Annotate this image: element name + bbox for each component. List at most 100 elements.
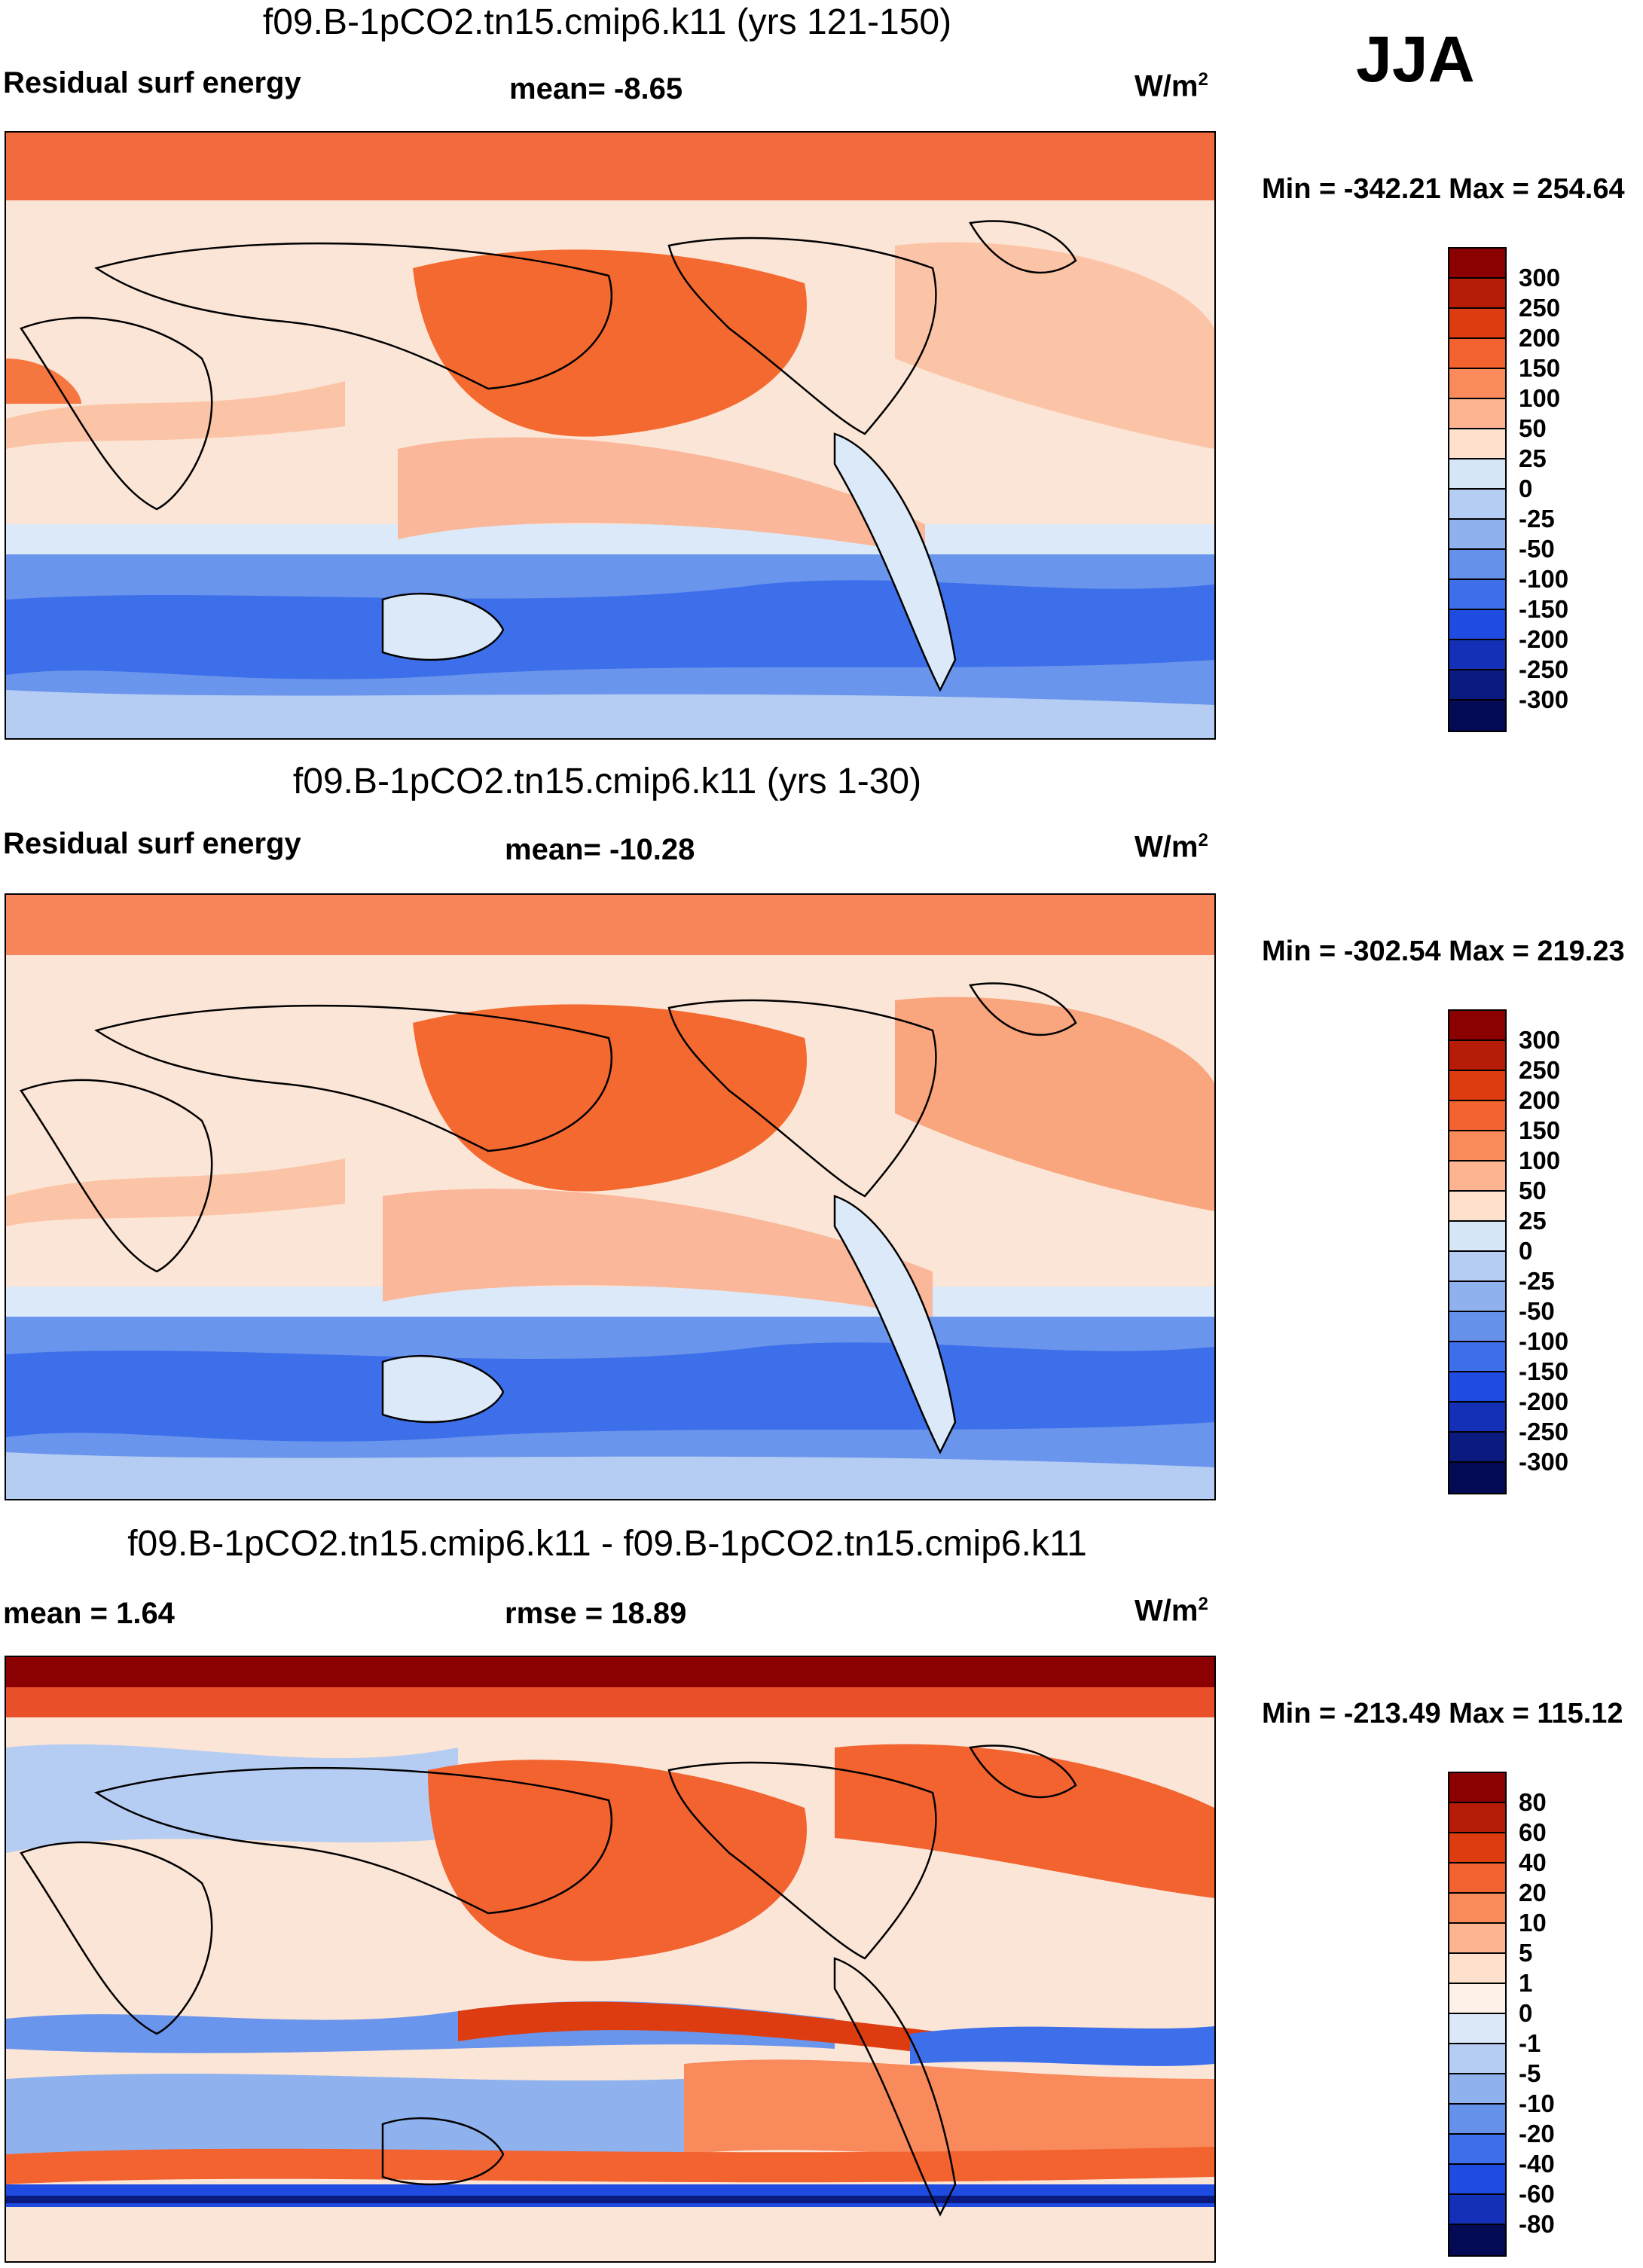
panel-1-colorbar-swatch	[1449, 490, 1505, 520]
panel-1-colorbar-tick: -250	[1519, 655, 1569, 683]
panel-2-minmax: Min = -302.54 Max = 219.23	[1262, 936, 1625, 967]
panel-3-colorbar-tick: 20	[1519, 1879, 1547, 1906]
panel-3-colorbar-tick: -40	[1519, 2150, 1555, 2178]
panel-3-map	[5, 1656, 1216, 2263]
panel-2-map-field	[6, 895, 1214, 1499]
panel-2-title: f09.B-1pCO2.tn15.cmip6.k11 (yrs 1-30)	[292, 762, 922, 801]
panel-3-colorbar-swatch	[1449, 2105, 1505, 2135]
panel-1-colorbar-tick: -100	[1519, 565, 1569, 593]
panel-2-colorbar-tick: 200	[1519, 1086, 1561, 1114]
panel-3-colorbar-tick: -1	[1519, 2029, 1541, 2057]
panel-2-colorbar-swatch	[1449, 1041, 1505, 1071]
panel-1-colorbar-swatch	[1449, 279, 1505, 309]
panel-1-minmax: Min = -342.21 Max = 254.64	[1262, 173, 1625, 205]
panel-2-mean-label: mean= -10.28	[505, 833, 695, 866]
season-label: JJA	[1356, 23, 1475, 96]
panel-1-colorbar-tick: -300	[1519, 685, 1569, 713]
panel-1-title: f09.B-1pCO2.tn15.cmip6.k11 (yrs 121-150)	[262, 2, 952, 42]
panel-2-colorbar-swatch	[1449, 1433, 1505, 1463]
panel-2-map	[5, 893, 1216, 1500]
panel-2-variable-label: Residual surf energy	[3, 827, 301, 860]
panel-2-colorbar-swatch	[1449, 1131, 1505, 1161]
panel-3-colorbar-tick: -5	[1519, 2059, 1541, 2087]
panel-1-colorbar-swatch	[1449, 249, 1505, 279]
panel-2-colorbar-tick: -250	[1519, 1418, 1569, 1445]
panel-1-colorbar-swatch	[1449, 369, 1505, 399]
panel-2-colorbar-tick: -25	[1519, 1267, 1555, 1295]
panel-1-colorbar-swatch	[1449, 459, 1505, 490]
panel-1-colorbar-tick: 150	[1519, 354, 1561, 382]
panel-3-colorbar-tick: 60	[1519, 1818, 1547, 1846]
panel-1-colorbar-swatch	[1449, 339, 1505, 369]
panel-1-variable-label: Residual surf energy	[3, 66, 301, 99]
panel-3-colorbar-swatch	[1449, 1803, 1505, 1833]
panel-3-colorbar-swatch	[1449, 2074, 1505, 2105]
panel-3-colorbar-swatch	[1449, 1773, 1505, 1803]
panel-3-colorbar-tick: 5	[1519, 1939, 1533, 1967]
panel-3-colorbar-swatch	[1449, 2044, 1505, 2074]
panel-3-colorbar-swatch	[1449, 1864, 1505, 1894]
panel-2-colorbar-tick: -50	[1519, 1297, 1555, 1325]
panel-3-colorbar	[1448, 1772, 1507, 2257]
panel-2-colorbar-swatch	[1449, 1071, 1505, 1101]
panel-2-colorbar	[1448, 1009, 1507, 1494]
panel-1-colorbar	[1448, 247, 1507, 732]
panel-1-colorbar-swatch	[1449, 520, 1505, 550]
panel-3-colorbar-swatch	[1449, 1894, 1505, 1924]
panel-1-map-field	[6, 133, 1214, 738]
panel-2-units: W/m2	[1135, 830, 1208, 864]
panel-1-colorbar-tick: 250	[1519, 294, 1561, 322]
panel-3-colorbar-tick: 40	[1519, 1848, 1547, 1876]
panel-1-colorbar-tick: -150	[1519, 595, 1569, 623]
panel-3-colorbar-swatch	[1449, 2225, 1505, 2255]
panel-1-colorbar-swatch	[1449, 580, 1505, 610]
panel-3-rmse-label: rmse = 18.89	[505, 1597, 687, 1630]
panel-3-colorbar-tick: -60	[1519, 2180, 1555, 2208]
panel-2-colorbar-swatch	[1449, 1463, 1505, 1493]
panel-1-colorbar-tick: 25	[1519, 444, 1547, 472]
panel-1-colorbar-swatch	[1449, 309, 1505, 339]
panel-3-colorbar-swatch	[1449, 1833, 1505, 1864]
panel-2-colorbar-tick: 250	[1519, 1056, 1561, 1084]
panel-1-colorbar-swatch	[1449, 670, 1505, 701]
panel-3-units: W/m2	[1135, 1594, 1208, 1628]
panel-1-units: W/m2	[1135, 69, 1208, 103]
panel-3-colorbar-tick: 1	[1519, 1969, 1533, 1997]
panel-2-colorbar-swatch	[1449, 1101, 1505, 1131]
panel-3-colorbar-tick: 0	[1519, 1999, 1533, 2027]
panel-1-colorbar-swatch	[1449, 610, 1505, 640]
panel-2-colorbar-tick: -150	[1519, 1357, 1569, 1385]
panel-2-colorbar-swatch	[1449, 1252, 1505, 1282]
panel-2-colorbar-swatch	[1449, 1372, 1505, 1403]
panel-1-mean-label: mean= -8.65	[509, 72, 683, 105]
panel-1-colorbar-swatch	[1449, 399, 1505, 429]
panel-2-colorbar-tick: 300	[1519, 1026, 1561, 1054]
panel-1-colorbar-swatch	[1449, 701, 1505, 731]
panel-3-colorbar-tick: 10	[1519, 1909, 1547, 1937]
panel-3-colorbar-swatch	[1449, 2014, 1505, 2044]
panel-1-colorbar-tick: 200	[1519, 324, 1561, 352]
panel-3-title: f09.B-1pCO2.tn15.cmip6.k11 - f09.B-1pCO2…	[127, 1524, 1087, 1564]
panel-3-colorbar-tick: -10	[1519, 2089, 1555, 2117]
panel-1-colorbar-swatch	[1449, 640, 1505, 670]
panel-2-colorbar-tick: 150	[1519, 1116, 1561, 1144]
panel-1-colorbar-tick: 300	[1519, 264, 1561, 292]
panel-2-colorbar-tick: -200	[1519, 1387, 1569, 1415]
panel-3-colorbar-tick: -80	[1519, 2210, 1555, 2238]
panel-1-colorbar-tick: -50	[1519, 535, 1555, 563]
panel-3-colorbar-tick: 80	[1519, 1788, 1547, 1816]
panel-1-map	[5, 131, 1216, 740]
panel-3-colorbar-swatch	[1449, 1984, 1505, 2014]
panel-2-colorbar-swatch	[1449, 1192, 1505, 1222]
panel-1-colorbar-swatch	[1449, 429, 1505, 459]
panel-2-colorbar-tick: 25	[1519, 1207, 1547, 1235]
panel-1-colorbar-tick: 100	[1519, 384, 1561, 412]
panel-2-colorbar-swatch	[1449, 1161, 1505, 1192]
panel-3-minmax: Min = -213.49 Max = 115.12	[1262, 1698, 1623, 1729]
panel-1-colorbar-tick: 0	[1519, 475, 1533, 502]
panel-2-colorbar-tick: 50	[1519, 1177, 1547, 1204]
panel-2-colorbar-swatch	[1449, 1342, 1505, 1372]
panel-3-colorbar-swatch	[1449, 2195, 1505, 2225]
panel-1-colorbar-swatch	[1449, 550, 1505, 580]
panel-1-colorbar-tick: -200	[1519, 625, 1569, 653]
